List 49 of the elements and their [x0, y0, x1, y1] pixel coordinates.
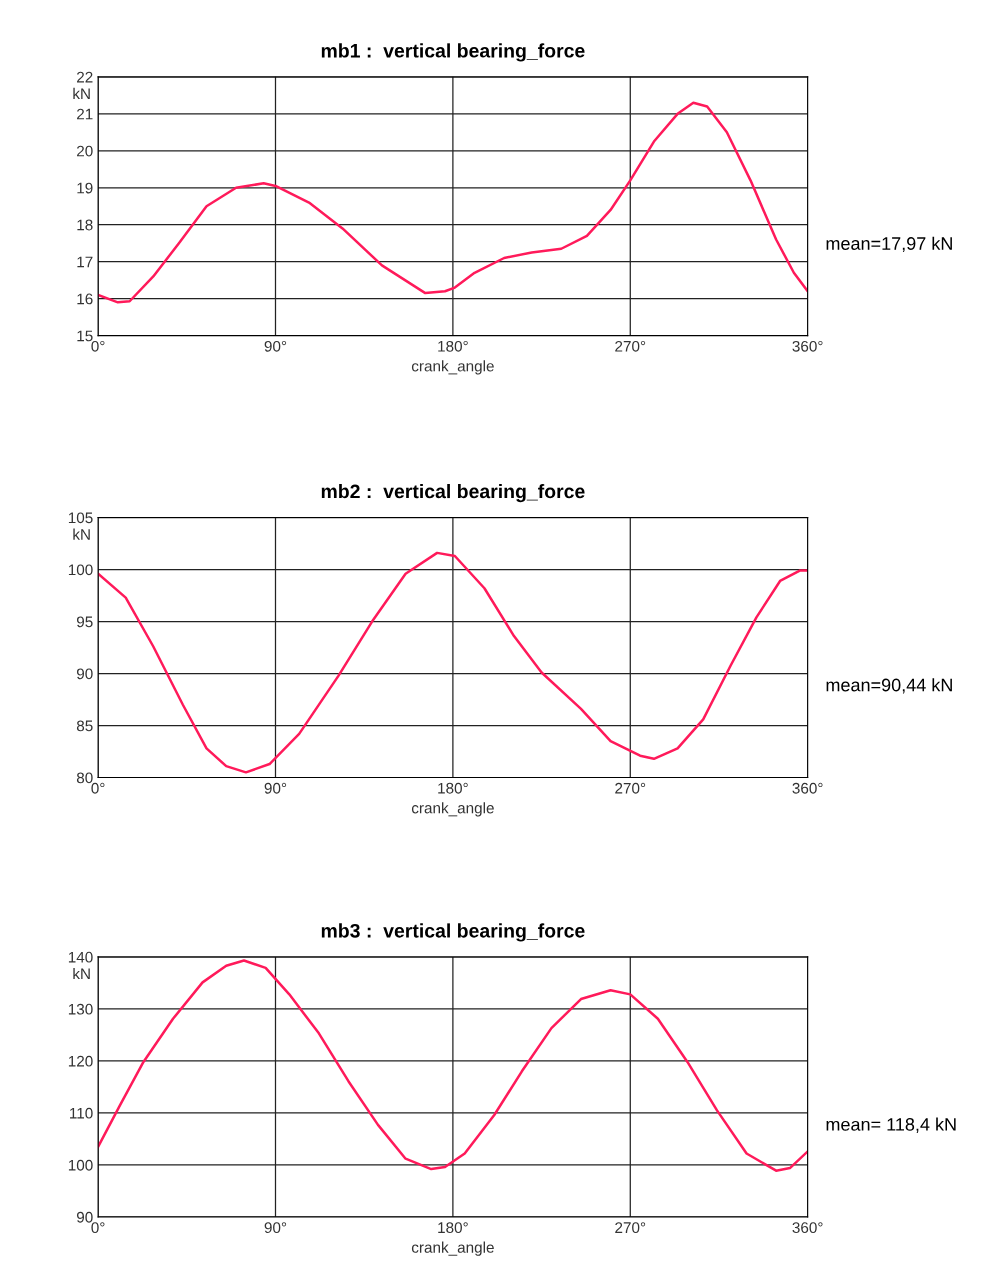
- y-tick-label: 19: [77, 182, 93, 194]
- y-tick-label: 16: [77, 293, 93, 305]
- y-tick-label: 80: [76, 772, 93, 784]
- y-tick-label: 90: [76, 668, 93, 680]
- y-tick-label: 130: [68, 1003, 93, 1015]
- text: mean=90,44 kN: [826, 678, 952, 694]
- y-tick-label: 105: [68, 512, 93, 524]
- x-tick-label: 360°: [792, 782, 823, 794]
- y-tick-label: 20: [77, 145, 93, 157]
- x-tick-label: 180°: [438, 340, 468, 352]
- y-tick-label: 17: [77, 256, 93, 268]
- y-tick-label: 21: [77, 108, 93, 120]
- x-axis-title: crank_angle: [411, 360, 494, 375]
- y-tick-label: 85: [76, 720, 93, 732]
- y-tick-label: 100: [68, 564, 93, 576]
- y-tick-label: 100: [68, 1159, 93, 1171]
- x-tick-label: 180°: [438, 782, 468, 794]
- x-tick-label: 90°: [264, 782, 287, 794]
- y-tick-label: 95: [76, 616, 93, 628]
- chart-title: mb2 : vertical bearing_force: [321, 483, 585, 503]
- x-tick-label: 90°: [264, 340, 287, 352]
- text: mean= 118,4 kN: [826, 1117, 956, 1133]
- y-tick-label: 110: [70, 1107, 93, 1119]
- x-axis-title: crank_angle: [411, 802, 494, 817]
- y-tick-label: 18: [77, 219, 93, 231]
- x-tick-label: 270°: [615, 782, 646, 794]
- x-tick-label: 90°: [264, 1222, 287, 1234]
- y-tick-label: 22: [77, 71, 93, 83]
- y-tick-label: 140: [68, 951, 93, 963]
- line-series: [98, 101, 808, 304]
- text: mean=17,97 kN: [826, 236, 952, 253]
- x-tick-label: 360°: [792, 340, 823, 352]
- x-tick-label: 270°: [615, 1222, 646, 1234]
- x-tick-label: 0°: [91, 340, 105, 352]
- x-tick-label: 360°: [792, 1222, 823, 1234]
- y-axis-title: kN: [73, 528, 90, 540]
- y-tick-label: 15: [77, 330, 93, 342]
- x-tick-label: 0°: [91, 1222, 105, 1234]
- x-axis-title: crank_angle: [411, 1241, 494, 1256]
- x-tick-label: 0°: [91, 782, 105, 794]
- x-tick-label: 180°: [438, 1222, 468, 1234]
- chart-title: mb1 : vertical bearing_force: [321, 43, 585, 62]
- x-tick-label: 270°: [615, 340, 646, 352]
- y-axis-title: kN: [73, 87, 90, 99]
- y-tick-label: 90: [76, 1211, 93, 1223]
- line-series: [98, 551, 808, 774]
- y-tick-label: 120: [68, 1055, 93, 1067]
- chart-title: mb3 : vertical bearing_force: [321, 923, 585, 942]
- y-axis-title: kN: [73, 967, 90, 980]
